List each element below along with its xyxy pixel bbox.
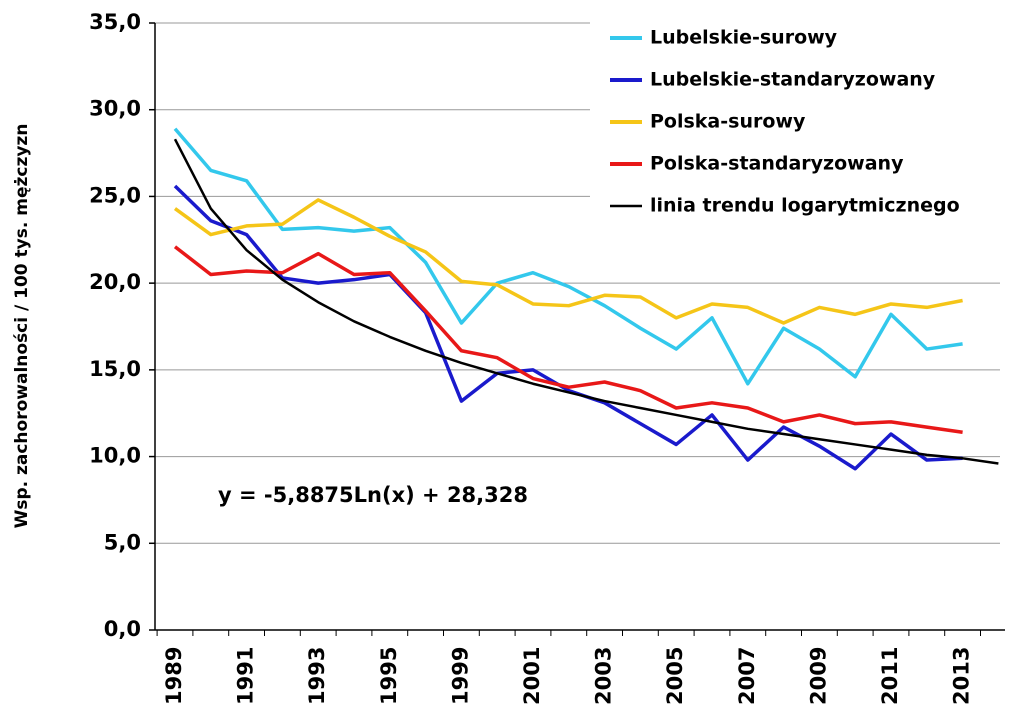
x-tick-label: 2007: [735, 647, 759, 705]
y-tick-label: 20,0: [89, 270, 141, 294]
y-tick-label: 35,0: [89, 10, 141, 34]
x-tick-label: 2009: [806, 647, 830, 705]
legend-label: Polska-surowy: [650, 111, 806, 133]
legend: Lubelskie-surowy Lubelskie-standaryzowany…: [590, 15, 1005, 230]
legend-label: linia trendu logarytmicznego: [650, 195, 960, 217]
x-tick-label: 1991: [234, 647, 258, 705]
y-tick-label: 10,0: [89, 444, 141, 468]
x-tick-label: 1995: [377, 647, 401, 705]
series-line: [173, 198, 963, 325]
x-tick-label: 2013: [950, 647, 974, 705]
series-line: [173, 138, 999, 465]
legend-label: Polska-standaryzowany: [650, 153, 904, 175]
legend-box: [590, 15, 1005, 230]
series-line: [173, 245, 963, 435]
y-tick-label: 5,0: [104, 530, 141, 554]
x-tick-label: 2003: [592, 647, 616, 705]
x-tick-label: 2001: [520, 647, 544, 705]
y-axis-label: Wsp. zachorowalności / 100 tys. mężczyzn: [12, 124, 32, 529]
y-tick-label: 0,0: [104, 617, 141, 641]
legend-label: Lubelskie-surowy: [650, 27, 838, 49]
x-tick-label: 1989: [162, 647, 186, 705]
x-tick-label: 2005: [663, 647, 687, 705]
legend-label: Lubelskie-standaryzowany: [650, 69, 936, 91]
x-tick-label: 1993: [305, 647, 329, 705]
series-line: [173, 184, 963, 471]
annotation: y = -5,8875Ln(x) + 28,328: [218, 483, 528, 507]
y-tick-label: 30,0: [89, 97, 141, 121]
y-tick-label: 15,0: [89, 357, 141, 381]
series-line: [173, 127, 963, 386]
y-tick-label: 25,0: [89, 183, 141, 207]
x-tick-label: 1999: [448, 647, 472, 705]
x-tick-label: 2011: [878, 647, 902, 705]
